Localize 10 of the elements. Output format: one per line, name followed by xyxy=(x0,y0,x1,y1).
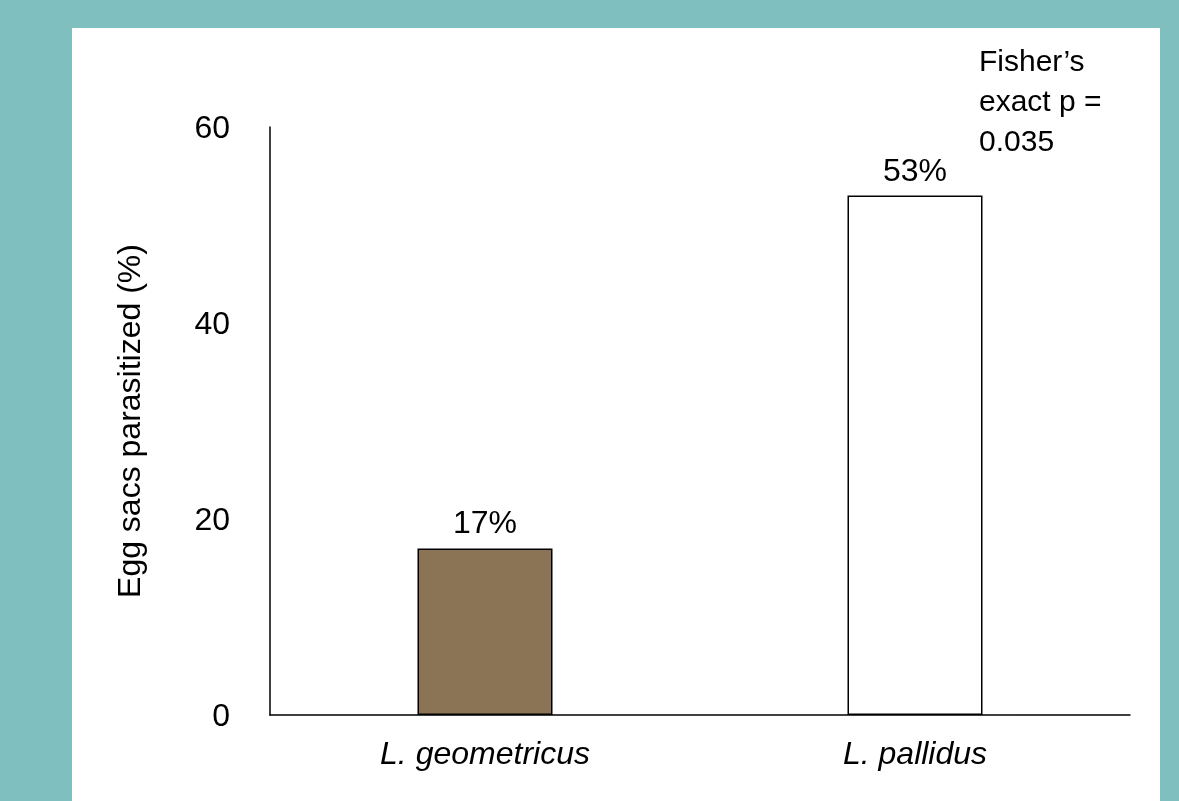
y-tick-label: 40 xyxy=(194,305,230,341)
data-label: 53% xyxy=(882,151,948,188)
y-tick-label: 20 xyxy=(194,501,230,537)
y-tick-label: 60 xyxy=(194,109,230,145)
x-tick-label: L. pallidus xyxy=(842,735,988,771)
data-label: 17% xyxy=(452,504,518,541)
x-tick-label: L. geometricus xyxy=(380,735,590,771)
y-axis-title: Egg sacs parasitized (%) xyxy=(111,244,147,598)
y-tick-label: 0 xyxy=(212,697,230,733)
annotation: Fisher’s exact p = 0.035 xyxy=(979,43,1110,157)
